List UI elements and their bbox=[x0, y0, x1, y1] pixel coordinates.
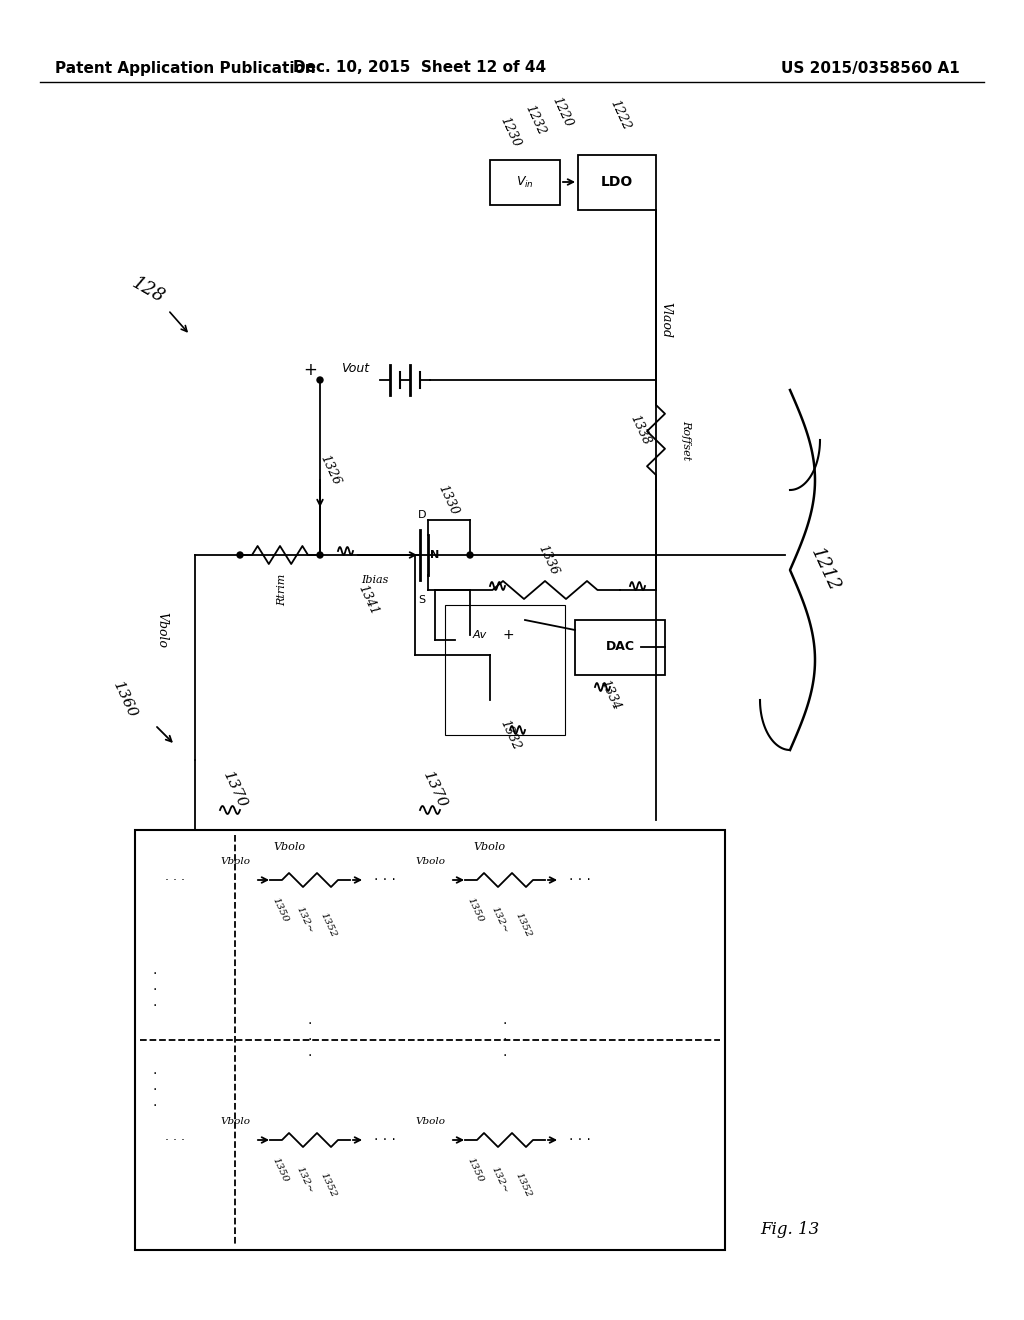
Text: Dec. 10, 2015  Sheet 12 of 44: Dec. 10, 2015 Sheet 12 of 44 bbox=[294, 61, 547, 75]
Bar bbox=[578, 154, 656, 210]
Text: ·
·
·: · · · bbox=[503, 1016, 507, 1063]
Text: Roffset: Roffset bbox=[681, 420, 691, 461]
Text: 1352: 1352 bbox=[513, 911, 532, 939]
Bar bbox=[575, 620, 665, 675]
Text: 1341: 1341 bbox=[355, 582, 381, 618]
Text: 128: 128 bbox=[129, 273, 168, 306]
Text: · · ·: · · · bbox=[165, 1134, 185, 1147]
Text: D: D bbox=[418, 510, 426, 520]
Text: 1212: 1212 bbox=[807, 545, 843, 594]
Text: 1230: 1230 bbox=[498, 115, 522, 149]
Text: 132~: 132~ bbox=[489, 1166, 510, 1195]
Text: N: N bbox=[430, 550, 439, 560]
Text: 1330: 1330 bbox=[435, 483, 461, 517]
Bar bbox=[445, 605, 565, 735]
Text: 1332: 1332 bbox=[498, 718, 522, 752]
Text: 1334: 1334 bbox=[597, 677, 623, 713]
Text: · · ·: · · · bbox=[165, 874, 185, 887]
Text: 1350: 1350 bbox=[270, 1156, 290, 1184]
Text: 132~: 132~ bbox=[489, 906, 510, 935]
Text: Vbolo: Vbolo bbox=[415, 858, 445, 866]
Text: +: + bbox=[303, 360, 317, 379]
Text: Vbolo: Vbolo bbox=[156, 612, 169, 648]
Text: 1360: 1360 bbox=[111, 680, 139, 721]
Polygon shape bbox=[455, 620, 525, 700]
Text: $V_{in}$: $V_{in}$ bbox=[516, 174, 534, 190]
Text: · · ·: · · · bbox=[569, 873, 591, 887]
Text: Vbolo: Vbolo bbox=[220, 858, 250, 866]
Text: 1350: 1350 bbox=[465, 1156, 484, 1184]
Bar bbox=[490, 160, 560, 205]
Text: 1326: 1326 bbox=[317, 453, 343, 487]
Text: 1338: 1338 bbox=[628, 413, 652, 447]
Text: 1370: 1370 bbox=[220, 770, 250, 810]
Text: US 2015/0358560 A1: US 2015/0358560 A1 bbox=[780, 61, 959, 75]
Text: Ibias: Ibias bbox=[361, 576, 389, 585]
Circle shape bbox=[467, 552, 473, 558]
Bar bbox=[135, 830, 725, 1250]
Text: DAC: DAC bbox=[605, 640, 635, 653]
Circle shape bbox=[317, 552, 323, 558]
Text: Vbolo: Vbolo bbox=[415, 1118, 445, 1126]
Text: Vbolo: Vbolo bbox=[220, 1118, 250, 1126]
Text: 1232: 1232 bbox=[522, 103, 548, 137]
Text: · · ·: · · · bbox=[374, 1133, 396, 1147]
Text: · · ·: · · · bbox=[569, 1133, 591, 1147]
Text: Patent Application Publication: Patent Application Publication bbox=[55, 61, 315, 75]
Text: 1352: 1352 bbox=[318, 911, 338, 939]
Text: Rtrim: Rtrim bbox=[278, 574, 287, 606]
Text: Vbolo: Vbolo bbox=[474, 842, 506, 851]
Text: 1222: 1222 bbox=[607, 98, 633, 132]
Text: ·
·
·: · · · bbox=[308, 1016, 312, 1063]
Text: 1370: 1370 bbox=[421, 770, 450, 810]
Text: 1220: 1220 bbox=[549, 95, 574, 129]
Text: 132~: 132~ bbox=[295, 1166, 315, 1195]
Text: 132~: 132~ bbox=[295, 906, 315, 935]
Text: ·
·
·: · · · bbox=[153, 966, 158, 1014]
Text: Vout: Vout bbox=[341, 362, 369, 375]
Text: 1336: 1336 bbox=[536, 543, 561, 577]
Text: S: S bbox=[419, 595, 426, 605]
Text: 1352: 1352 bbox=[318, 1171, 338, 1199]
Text: Fig. 13: Fig. 13 bbox=[761, 1221, 819, 1238]
Text: Av: Av bbox=[473, 630, 487, 640]
Text: +: + bbox=[502, 628, 514, 642]
Text: 1350: 1350 bbox=[465, 896, 484, 924]
Text: Vbolo: Vbolo bbox=[274, 842, 306, 851]
Text: 1352: 1352 bbox=[513, 1171, 532, 1199]
Text: ·
·
·: · · · bbox=[153, 1067, 158, 1113]
Text: · · ·: · · · bbox=[374, 873, 396, 887]
Text: 1350: 1350 bbox=[270, 896, 290, 924]
Text: Vlaod: Vlaod bbox=[659, 302, 673, 338]
Circle shape bbox=[317, 378, 323, 383]
Text: LDO: LDO bbox=[601, 176, 633, 189]
Circle shape bbox=[237, 552, 243, 558]
